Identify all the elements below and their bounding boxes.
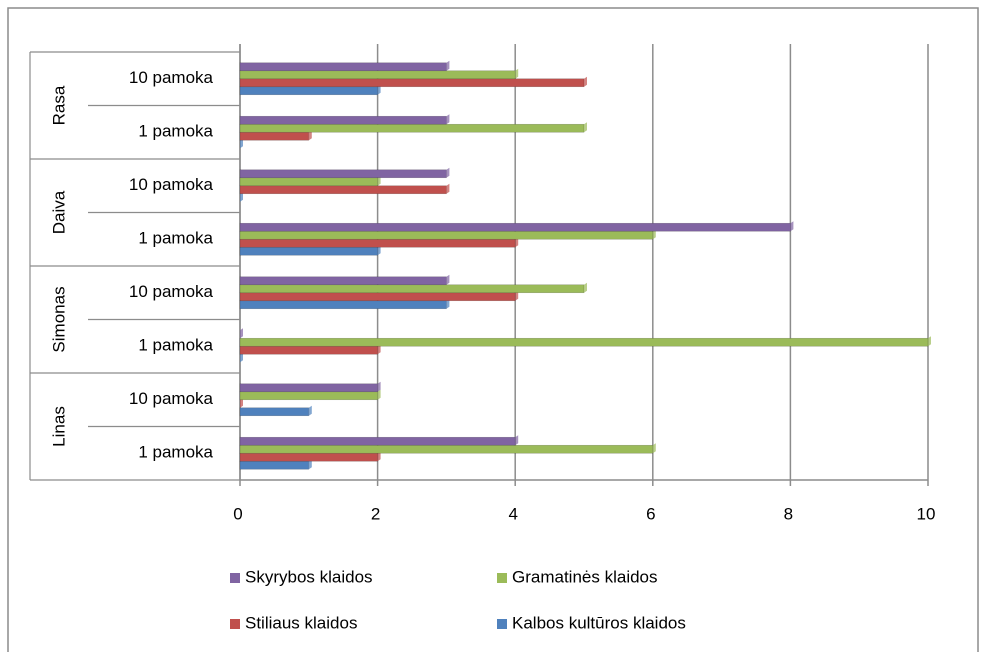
bar-cap <box>446 274 450 285</box>
legend-label: Kalbos kultūros klaidos <box>512 613 686 632</box>
y-tick-label: 1 pamoka <box>138 122 213 141</box>
bar-cap <box>240 138 243 149</box>
chart-frame <box>7 7 979 657</box>
bar <box>239 238 516 248</box>
bar-cap <box>652 443 656 454</box>
bar-cap <box>377 344 381 355</box>
x-tick-label: 2 <box>371 504 380 523</box>
bar <box>239 444 654 454</box>
bar <box>239 246 378 256</box>
bar-cap <box>515 290 519 301</box>
bar-cap <box>584 122 587 133</box>
bar <box>239 169 447 179</box>
bar <box>239 284 585 294</box>
bar-cap <box>308 459 312 470</box>
group-label: Linas <box>49 406 68 447</box>
bar <box>239 407 310 417</box>
bar-cap <box>308 405 312 416</box>
bar <box>239 383 378 393</box>
x-tick-label: 6 <box>646 504 655 523</box>
group-label: Rasa <box>49 85 68 125</box>
bar <box>239 460 310 470</box>
group-label: Simonas <box>49 286 68 352</box>
bar-cap <box>446 298 450 309</box>
x-tick-label: 8 <box>784 504 793 523</box>
bar <box>239 115 447 125</box>
y-tick-label: 10 pamoka <box>129 175 214 194</box>
bar-cap <box>515 237 519 248</box>
legend-label: Stiliaus klaidos <box>245 613 357 632</box>
bar-cap <box>446 114 450 125</box>
bar-cap <box>308 130 312 141</box>
bar <box>239 62 447 72</box>
y-tick-label: 1 pamoka <box>138 443 213 462</box>
x-tick-label: 10 <box>917 504 936 523</box>
legend-swatch <box>230 573 240 583</box>
y-tick-label: 1 pamoka <box>138 229 213 248</box>
bar <box>239 177 378 187</box>
bar-cap <box>652 229 656 240</box>
bar <box>239 391 378 401</box>
bar-cap <box>377 245 381 256</box>
legend-label: Gramatinės klaidos <box>512 567 658 586</box>
legend-swatch <box>497 573 507 583</box>
bar-cap <box>446 167 450 178</box>
bar-cap <box>515 435 519 446</box>
bar-cap <box>446 183 450 194</box>
bar <box>239 131 310 141</box>
bar-cap <box>377 451 381 462</box>
group-label: Daiva <box>49 190 68 234</box>
bar-cap <box>240 352 243 363</box>
bar-cap <box>515 68 519 79</box>
bar-cap <box>584 282 587 293</box>
bar <box>239 78 585 88</box>
bar <box>239 300 447 310</box>
bar <box>239 436 516 446</box>
bar-cap <box>377 389 381 400</box>
legend-label: Skyrybos klaidos <box>245 567 373 586</box>
x-tick-label: 4 <box>508 504 517 523</box>
bar <box>239 292 516 302</box>
bar <box>239 86 378 96</box>
bar <box>239 123 585 133</box>
bar-cap <box>928 336 931 347</box>
bar-cap <box>377 381 381 392</box>
bar-cap <box>790 221 794 232</box>
x-tick-label: 0 <box>233 504 242 523</box>
legend-swatch <box>497 619 507 629</box>
legend-swatch <box>230 619 240 629</box>
y-tick-label: 10 pamoka <box>129 68 214 87</box>
bar-cap <box>377 84 381 95</box>
bar <box>239 337 929 347</box>
bar <box>239 452 378 462</box>
y-tick-label: 10 pamoka <box>129 282 214 301</box>
bar <box>239 70 516 80</box>
bar <box>239 276 447 286</box>
bar-cap <box>240 191 243 202</box>
bar <box>239 230 654 240</box>
bar-cap <box>584 76 587 87</box>
y-tick-label: 10 pamoka <box>129 389 214 408</box>
bar-cap <box>240 328 243 339</box>
bar-cap <box>377 175 381 186</box>
bar-cap <box>240 397 243 408</box>
bar <box>239 185 447 195</box>
y-tick-label: 1 pamoka <box>138 336 213 355</box>
bar <box>239 345 378 355</box>
bar-cap <box>446 60 450 71</box>
bar <box>239 222 791 232</box>
